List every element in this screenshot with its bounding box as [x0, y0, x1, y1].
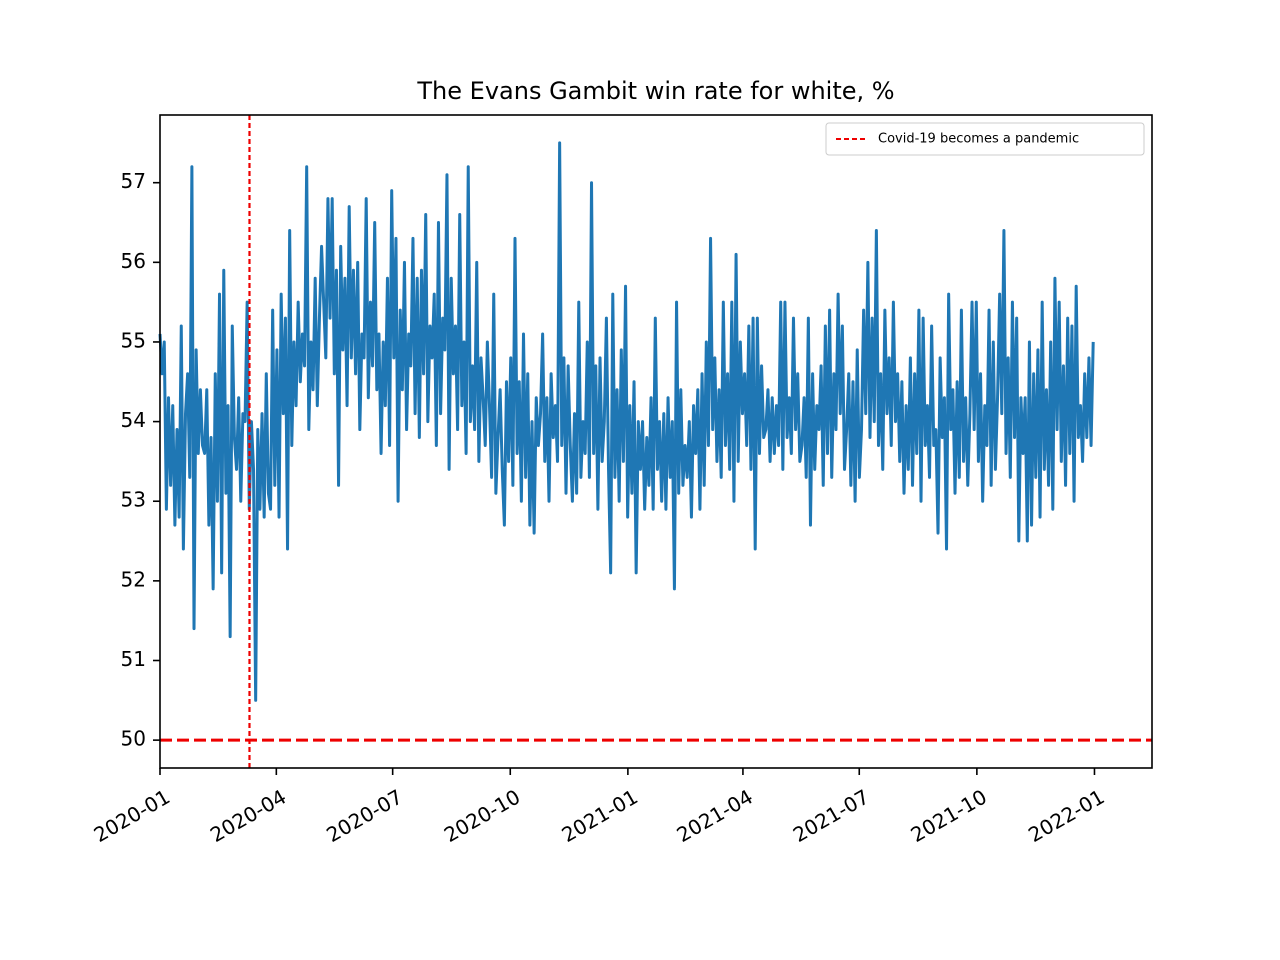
legend-box	[825, 122, 1145, 156]
y-tick-label-0: 50	[121, 727, 146, 751]
y-tick-label-7: 57	[121, 169, 146, 193]
plot-frame	[159, 114, 1153, 769]
x-tick-label-1: 2020-04	[206, 785, 290, 848]
plot-area	[158, 114, 1153, 769]
series-line-0	[158, 141, 1095, 702]
x-tick-label-6: 2021-07	[789, 785, 873, 848]
x-tick-label-5: 2021-04	[673, 785, 757, 848]
x-tick-label-7: 2021-10	[906, 785, 990, 848]
x-tick-label-3: 2020-10	[440, 785, 524, 848]
y-tick-label-6: 56	[121, 249, 146, 273]
y-tick-label-2: 52	[121, 567, 146, 591]
legend-label: Covid-19 becomes a pandemic	[878, 132, 1079, 147]
chart-title: The Evans Gambit win rate for white, %	[416, 77, 894, 105]
y-axis: 50 51 52 53 54 55 56 57	[121, 169, 160, 751]
x-axis: 2020-01 2020-04 2020-07 2020-10 2021-01 2021-…	[90, 768, 1108, 848]
legend: Covid-19 becomes a pandemic	[825, 122, 1145, 156]
y-tick-label-5: 55	[121, 328, 146, 352]
x-tick-label-2: 2020-07	[322, 785, 406, 848]
x-tick-label-8: 2022-01	[1024, 785, 1108, 848]
x-tick-label-0: 2020-01	[90, 785, 174, 848]
x-tick-label-4: 2021-01	[557, 785, 641, 848]
y-tick-label-4: 54	[121, 408, 146, 432]
y-tick-label-1: 51	[121, 647, 146, 671]
y-tick-label-3: 53	[121, 488, 146, 512]
